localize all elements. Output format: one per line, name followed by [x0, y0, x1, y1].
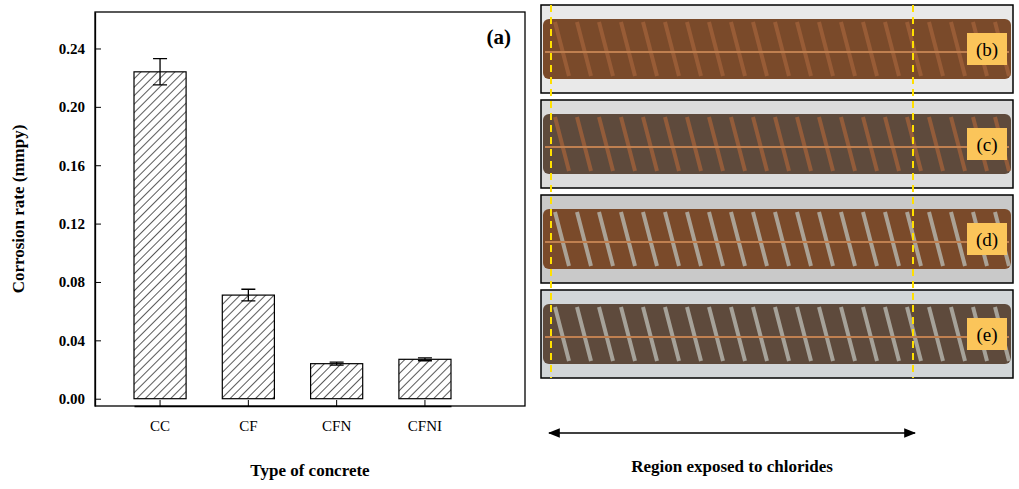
y-tick-label: 0.04 [59, 333, 86, 349]
rebar-seam [545, 241, 1009, 243]
y-tick-mark [95, 48, 101, 49]
bar [134, 72, 186, 399]
rebar-seam [545, 336, 1009, 338]
error-bar [330, 362, 344, 365]
x-tick: CF [239, 400, 257, 434]
photo-panel: (c) [541, 100, 1013, 188]
bar [311, 364, 363, 399]
x-tick: CC [150, 400, 170, 434]
bar [399, 359, 451, 398]
photo-panel: (e) [541, 290, 1013, 378]
y-tick: 0.12 [59, 216, 101, 232]
y-tick-mark [95, 282, 101, 283]
x-tick-label: CC [150, 418, 170, 434]
x-tick: CFN [322, 400, 351, 434]
panel-label: (d) [976, 229, 998, 251]
y-tick-label: 0.00 [59, 391, 85, 407]
error-bar [418, 358, 432, 361]
x-tick-mark [248, 400, 249, 406]
rebar [543, 209, 1011, 269]
y-tick: 0.20 [59, 99, 101, 115]
rebar [543, 19, 1011, 79]
x-tick-label: CF [239, 418, 257, 434]
bar [222, 295, 274, 399]
rebar-ribs [555, 117, 1009, 171]
rebar-ribs [555, 307, 1009, 361]
y-tick: 0.00 [59, 391, 101, 407]
photo-panel: (b) [541, 5, 1013, 93]
y-tick: 0.16 [59, 158, 101, 174]
y-axis-title: Corrosion rate (mmpy) [9, 125, 28, 294]
x-tick-mark [160, 400, 161, 406]
x-tick-label: CFN [322, 418, 351, 434]
exposure-boundary [912, 5, 914, 378]
x-tick-mark [424, 400, 425, 406]
panel-label-box [967, 33, 1007, 65]
rebar [543, 114, 1011, 174]
y-tick: 0.08 [59, 274, 101, 290]
error-bar [153, 59, 167, 85]
rebar-seam [545, 51, 1009, 53]
y-tick-label: 0.12 [59, 216, 85, 232]
x-axis-line [135, 406, 452, 407]
photo-panels: (b) (c) (d) (e) [541, 5, 1013, 378]
photo-frame [541, 5, 1013, 93]
x-tick-mark [336, 400, 337, 406]
photo-frame [541, 195, 1013, 283]
panel-label: (b) [976, 39, 998, 61]
exposure-boundary [550, 5, 552, 378]
y-tick-mark [95, 399, 101, 400]
y-axis: 0.00 0.04 0.08 0.12 0.16 0.20 0.24 [59, 13, 101, 408]
exposure-annotation: Region exposed to chlorides [631, 457, 833, 476]
y-tick-mark [95, 224, 101, 225]
y-tick-mark [95, 340, 101, 341]
x-axis: CC CF CFN CFNI [135, 400, 452, 434]
y-tick: 0.04 [59, 333, 101, 349]
x-axis-title: Type of concrete [250, 461, 370, 480]
error-bar [241, 289, 255, 301]
rebar-ribs [555, 22, 1009, 76]
plot-frame [95, 12, 525, 406]
panel-title: (a) [487, 25, 512, 49]
y-tick-label: 0.20 [59, 99, 85, 115]
panel-label-box [967, 318, 1007, 350]
panel-label-box [967, 128, 1007, 160]
y-tick-label: 0.24 [59, 41, 86, 57]
x-tick-label: CFNI [408, 418, 442, 434]
x-tick: CFNI [408, 400, 442, 434]
exposure-arrow [549, 432, 915, 434]
y-tick-label: 0.16 [59, 158, 86, 174]
y-tick-mark [95, 107, 101, 108]
rebar-seam [545, 146, 1009, 148]
panel-label-box [967, 223, 1007, 255]
y-tick: 0.24 [59, 41, 101, 57]
photo-frame [541, 100, 1013, 188]
figure: 0.00 0.04 0.08 0.12 0.16 0.20 0.24 CC CF CFN CFNI (… [0, 0, 1019, 489]
y-axis-line [95, 13, 96, 407]
photo-panel: (d) [541, 195, 1013, 283]
y-tick-label: 0.08 [59, 274, 85, 290]
bars [134, 59, 451, 399]
rebar [543, 304, 1011, 364]
rebar-ribs [555, 212, 1009, 266]
photo-frame [541, 290, 1013, 378]
y-tick-mark [95, 165, 101, 166]
panel-label: (e) [976, 324, 997, 346]
panel-label: (c) [976, 134, 997, 156]
